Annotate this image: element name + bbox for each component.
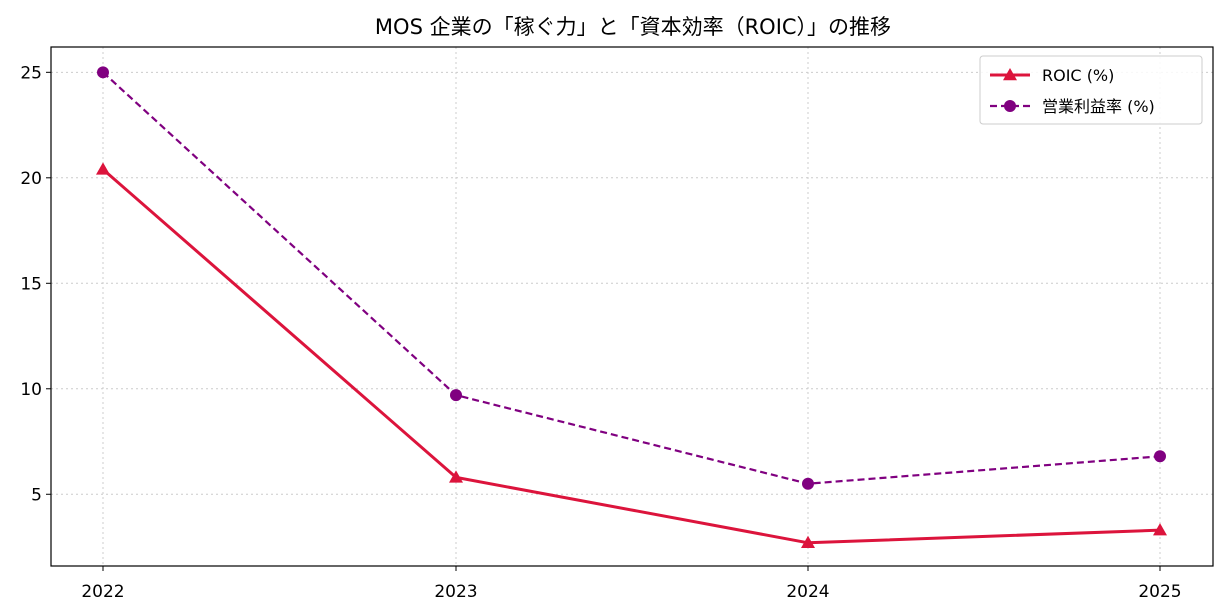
y-tick-label: 10	[20, 380, 42, 400]
y-tick-label: 15	[20, 274, 42, 294]
legend-marker	[1003, 68, 1017, 81]
legend-label: 営業利益率 (%)	[1042, 97, 1155, 116]
data-point	[449, 470, 463, 483]
x-tick-label: 2025	[1138, 582, 1181, 602]
data-point	[801, 535, 815, 549]
data-point	[96, 162, 110, 175]
series-line	[102, 168, 1161, 545]
grid	[51, 47, 1213, 566]
series-line	[102, 71, 1161, 485]
y-tick-label: 20	[20, 169, 42, 189]
series-1	[96, 162, 1167, 549]
plot-frame	[50, 46, 1214, 567]
legend-label: ROIC (%)	[1042, 66, 1114, 85]
legend-item: ROIC (%)	[990, 66, 1114, 85]
legend-marker	[1004, 100, 1016, 112]
data-point	[1153, 523, 1167, 536]
x-tick-label: 2024	[786, 582, 829, 602]
legend-item: 営業利益率 (%)	[990, 97, 1155, 116]
x-tick-label: 2022	[81, 582, 124, 602]
chart-title: MOS 企業の「稼ぐ力」と「資本効率（ROIC）」の推移	[375, 15, 891, 39]
legend: ROIC (%) 営業利益率 (%)	[979, 55, 1203, 125]
x-tick-label: 2023	[434, 582, 477, 602]
data-point	[450, 389, 462, 402]
series-2	[97, 66, 1166, 490]
data-point	[802, 477, 814, 490]
series-layer	[96, 66, 1167, 549]
y-tick-label: 5	[31, 485, 42, 505]
legend-box	[979, 55, 1203, 125]
y-tick-label: 25	[20, 63, 42, 83]
data-point	[97, 66, 109, 79]
data-point	[1154, 450, 1166, 463]
